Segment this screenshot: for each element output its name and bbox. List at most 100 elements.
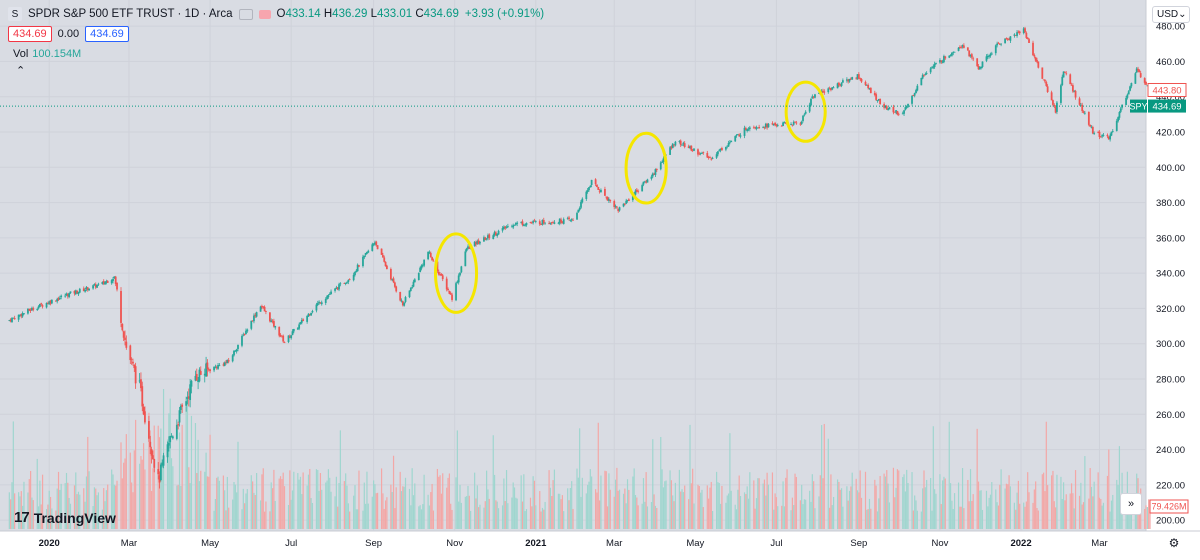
volume-bar: [988, 497, 990, 529]
chevron-up-icon[interactable]: ⌃: [16, 65, 26, 77]
candle-body: [1109, 135, 1112, 140]
candle-body: [771, 123, 774, 125]
price-tick-label: 260.00: [1156, 410, 1185, 421]
candle-body: [162, 455, 165, 466]
volume-bar: [315, 469, 318, 529]
candle-body: [290, 335, 293, 339]
volume-bars: [8, 389, 1151, 529]
candle-body: [391, 279, 394, 281]
volume-bar: [56, 488, 58, 529]
volume-bar: [559, 493, 561, 529]
flag-icon[interactable]: [258, 9, 271, 19]
volume-bar: [1149, 511, 1151, 529]
candle-body: [1071, 85, 1074, 92]
volume-bar: [237, 441, 239, 529]
candle-body: [233, 350, 235, 356]
time-axis[interactable]: 2020 Mar May Jul Sep Nov 2021 Mar May Jul Sep Nov 20…: [39, 536, 1180, 550]
candle-body: [728, 141, 731, 143]
candle-body: [1028, 39, 1030, 43]
candle-body: [859, 78, 862, 79]
change-value: +3.93 (+0.91%): [464, 8, 545, 20]
candle-body: [883, 104, 886, 108]
candle-body: [613, 201, 616, 208]
candle-body: [12, 317, 15, 319]
volume-bar: [673, 501, 675, 529]
volume-bar: [569, 488, 571, 529]
candle-body: [671, 143, 674, 149]
candle-body: [250, 320, 253, 329]
candle-body: [129, 345, 132, 361]
volume-bar: [204, 471, 206, 529]
candle-body: [46, 303, 49, 305]
visibility-icon[interactable]: [238, 8, 253, 20]
volume-bar: [244, 503, 246, 529]
candle-body: [195, 373, 198, 381]
volume-bar: [414, 483, 416, 529]
candle-body: [1090, 126, 1093, 128]
symbol-title[interactable]: SPDR S&P 500 ETF TRUST · 1D · Arca: [28, 8, 233, 20]
volume-bar: [952, 508, 954, 529]
candle-body: [495, 232, 497, 236]
volume-bar: [525, 509, 528, 529]
volume-bar: [524, 511, 526, 529]
sell-button[interactable]: 434.69: [8, 26, 52, 42]
volume-bar: [306, 485, 308, 529]
volume-legend: Vol 100.154M: [13, 48, 81, 60]
candle-body: [884, 105, 887, 108]
candle-body: [334, 288, 336, 291]
currency-selector[interactable]: USD ⌄: [1152, 6, 1190, 23]
volume-bar: [725, 502, 727, 529]
candle-body: [1115, 120, 1118, 131]
candle-body: [957, 47, 960, 51]
volume-bar: [883, 473, 885, 529]
candle-body: [836, 83, 839, 89]
volume-bar: [878, 498, 880, 529]
candle-body: [214, 366, 217, 368]
volume-bar: [1035, 481, 1037, 529]
volume-bar: [706, 485, 708, 529]
volume-bar: [1016, 492, 1018, 529]
volume-bar: [771, 472, 774, 529]
volume-bar: [693, 503, 695, 529]
volume-bar: [450, 503, 452, 529]
volume-bar: [1041, 474, 1043, 529]
tradingview-logo[interactable]: 17 TradingView: [14, 509, 116, 526]
volume-bar: [76, 494, 78, 529]
volume-bar: [366, 471, 368, 529]
double-chevron-right-icon[interactable]: »: [1120, 493, 1142, 515]
candle-body: [315, 304, 318, 311]
volume-bar: [726, 495, 728, 529]
volume-bar: [279, 476, 282, 529]
volume-bar: [596, 492, 598, 529]
volume-bar: [455, 477, 457, 529]
candle-body: [153, 459, 156, 468]
candle-body: [29, 310, 32, 311]
candle-body: [635, 189, 638, 192]
volume-bar: [997, 505, 1000, 529]
price-axis[interactable]: 200.00 220.00 240.00 260.00 280.00 300.00 320.…: [1156, 22, 1185, 527]
candle-body: [441, 275, 444, 280]
volume-bar: [334, 496, 336, 529]
candle-body: [893, 111, 896, 113]
candle-body: [106, 281, 109, 283]
candle-body: [241, 335, 243, 346]
volume-bar: [1090, 486, 1093, 529]
volume-bar: [613, 496, 615, 529]
buy-button[interactable]: 434.69: [85, 26, 129, 42]
candle-body: [875, 94, 878, 100]
volume-bar: [411, 468, 413, 529]
volume-bar: [540, 511, 542, 529]
volume-bar: [442, 473, 444, 529]
volume-bar: [345, 473, 347, 529]
candle-body: [597, 186, 600, 190]
volume-bar: [628, 489, 630, 529]
candle-body: [617, 208, 620, 212]
volume-bar: [912, 510, 914, 529]
volume-bar: [402, 486, 404, 529]
candle-body: [401, 301, 404, 306]
volume-bar: [365, 503, 367, 529]
candle-body: [558, 218, 561, 224]
candle-body: [1130, 83, 1133, 87]
